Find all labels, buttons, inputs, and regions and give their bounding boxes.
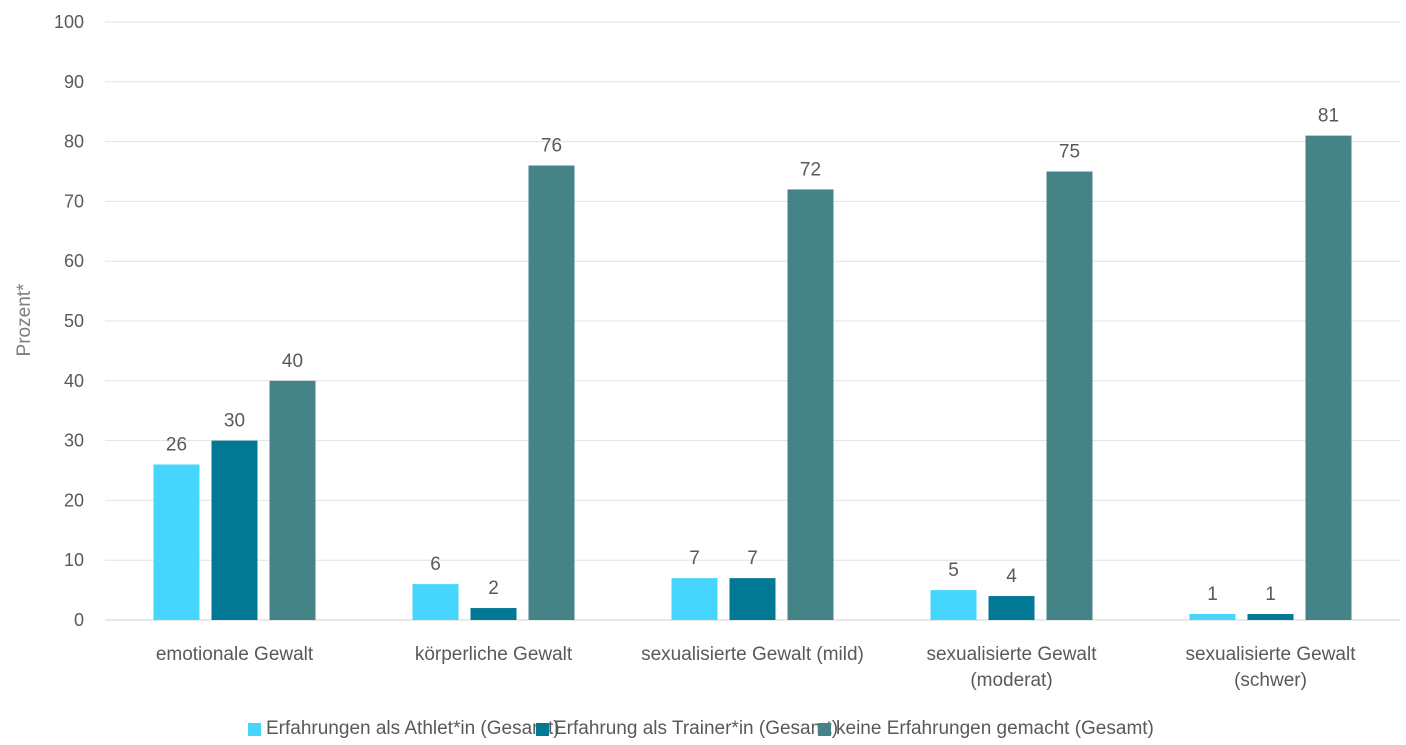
bar: [930, 590, 977, 620]
y-tick-label: 30: [64, 431, 84, 451]
gridlines: [105, 21, 1400, 621]
bar: [153, 464, 200, 620]
category-label: (moderat): [970, 670, 1052, 691]
legend-label: Erfahrung als Trainer*in (Gesamt): [554, 718, 839, 739]
legend-item: Erfahrungen als Athlet*in (Gesamt): [248, 718, 560, 740]
data-labels: 26 30 40 6 2 76 7 7 72 5 4 75 1 1 81: [166, 106, 1339, 605]
bar: [1247, 614, 1294, 620]
data-label: 1: [1207, 584, 1218, 605]
bar: [1046, 171, 1093, 620]
bar: [412, 584, 459, 620]
bar-chart: 0 10 20 30 40 50 60 70 80 90 100 26 30 40 6 2 76 7 7 72 5 4 7…: [14, 12, 1400, 691]
y-tick-label: 20: [64, 490, 84, 510]
data-label: 40: [282, 351, 303, 372]
data-label: 2: [488, 578, 499, 599]
data-label: 6: [430, 554, 441, 575]
legend-item: keine Erfahrungen gemacht (Gesamt): [818, 718, 1154, 740]
bars: [153, 135, 1352, 620]
bar: [988, 596, 1035, 620]
legend-swatch: [536, 722, 549, 736]
category-label: körperliche Gewalt: [415, 644, 573, 665]
y-tick-label: 80: [64, 132, 84, 152]
data-label: 72: [800, 159, 821, 180]
data-label: 4: [1006, 566, 1017, 587]
data-label: 75: [1059, 142, 1080, 163]
legend-swatch: [818, 722, 831, 736]
data-label: 30: [224, 411, 245, 432]
y-tick-label: 10: [64, 550, 84, 570]
legend: Erfahrungen als Athlet*in (Gesamt) Erfah…: [0, 718, 1406, 742]
y-tick-label: 50: [64, 311, 84, 331]
legend-item: Erfahrung als Trainer*in (Gesamt): [536, 718, 838, 740]
legend-swatch: [248, 722, 261, 736]
data-label: 81: [1318, 106, 1339, 127]
data-label: 26: [166, 435, 187, 456]
y-axis-tick-labels: 0 10 20 30 40 50 60 70 80 90 100: [54, 12, 84, 630]
category-label: sexualisierte Gewalt: [926, 644, 1097, 665]
y-tick-label: 0: [74, 610, 84, 630]
data-label: 1: [1265, 584, 1276, 605]
bar: [1305, 135, 1352, 620]
bar: [729, 578, 776, 620]
category-label: emotionale Gewalt: [156, 644, 314, 665]
legend-label: Erfahrungen als Athlet*in (Gesamt): [266, 718, 560, 739]
category-label: (schwer): [1234, 670, 1307, 691]
data-label: 5: [948, 560, 959, 581]
y-axis-title: Prozent*: [14, 283, 35, 356]
bar: [269, 380, 316, 620]
legend-label: keine Erfahrungen gemacht (Gesamt): [836, 718, 1154, 739]
bar: [211, 440, 258, 620]
data-label: 7: [689, 548, 700, 569]
y-tick-label: 100: [54, 12, 84, 32]
y-tick-label: 90: [64, 72, 84, 92]
bar: [528, 165, 575, 620]
x-axis-category-labels: emotionale Gewalt körperliche Gewalt sexua…: [156, 644, 1356, 691]
y-tick-label: 60: [64, 251, 84, 271]
y-tick-label: 40: [64, 371, 84, 391]
bar: [671, 578, 718, 620]
data-label: 7: [747, 548, 758, 569]
category-label: sexualisierte Gewalt: [1185, 644, 1356, 665]
bar: [1189, 614, 1236, 620]
category-label: sexualisierte Gewalt (mild): [641, 644, 864, 665]
y-tick-label: 70: [64, 191, 84, 211]
data-label: 76: [541, 136, 562, 157]
bar: [787, 189, 834, 620]
bar: [470, 608, 517, 620]
